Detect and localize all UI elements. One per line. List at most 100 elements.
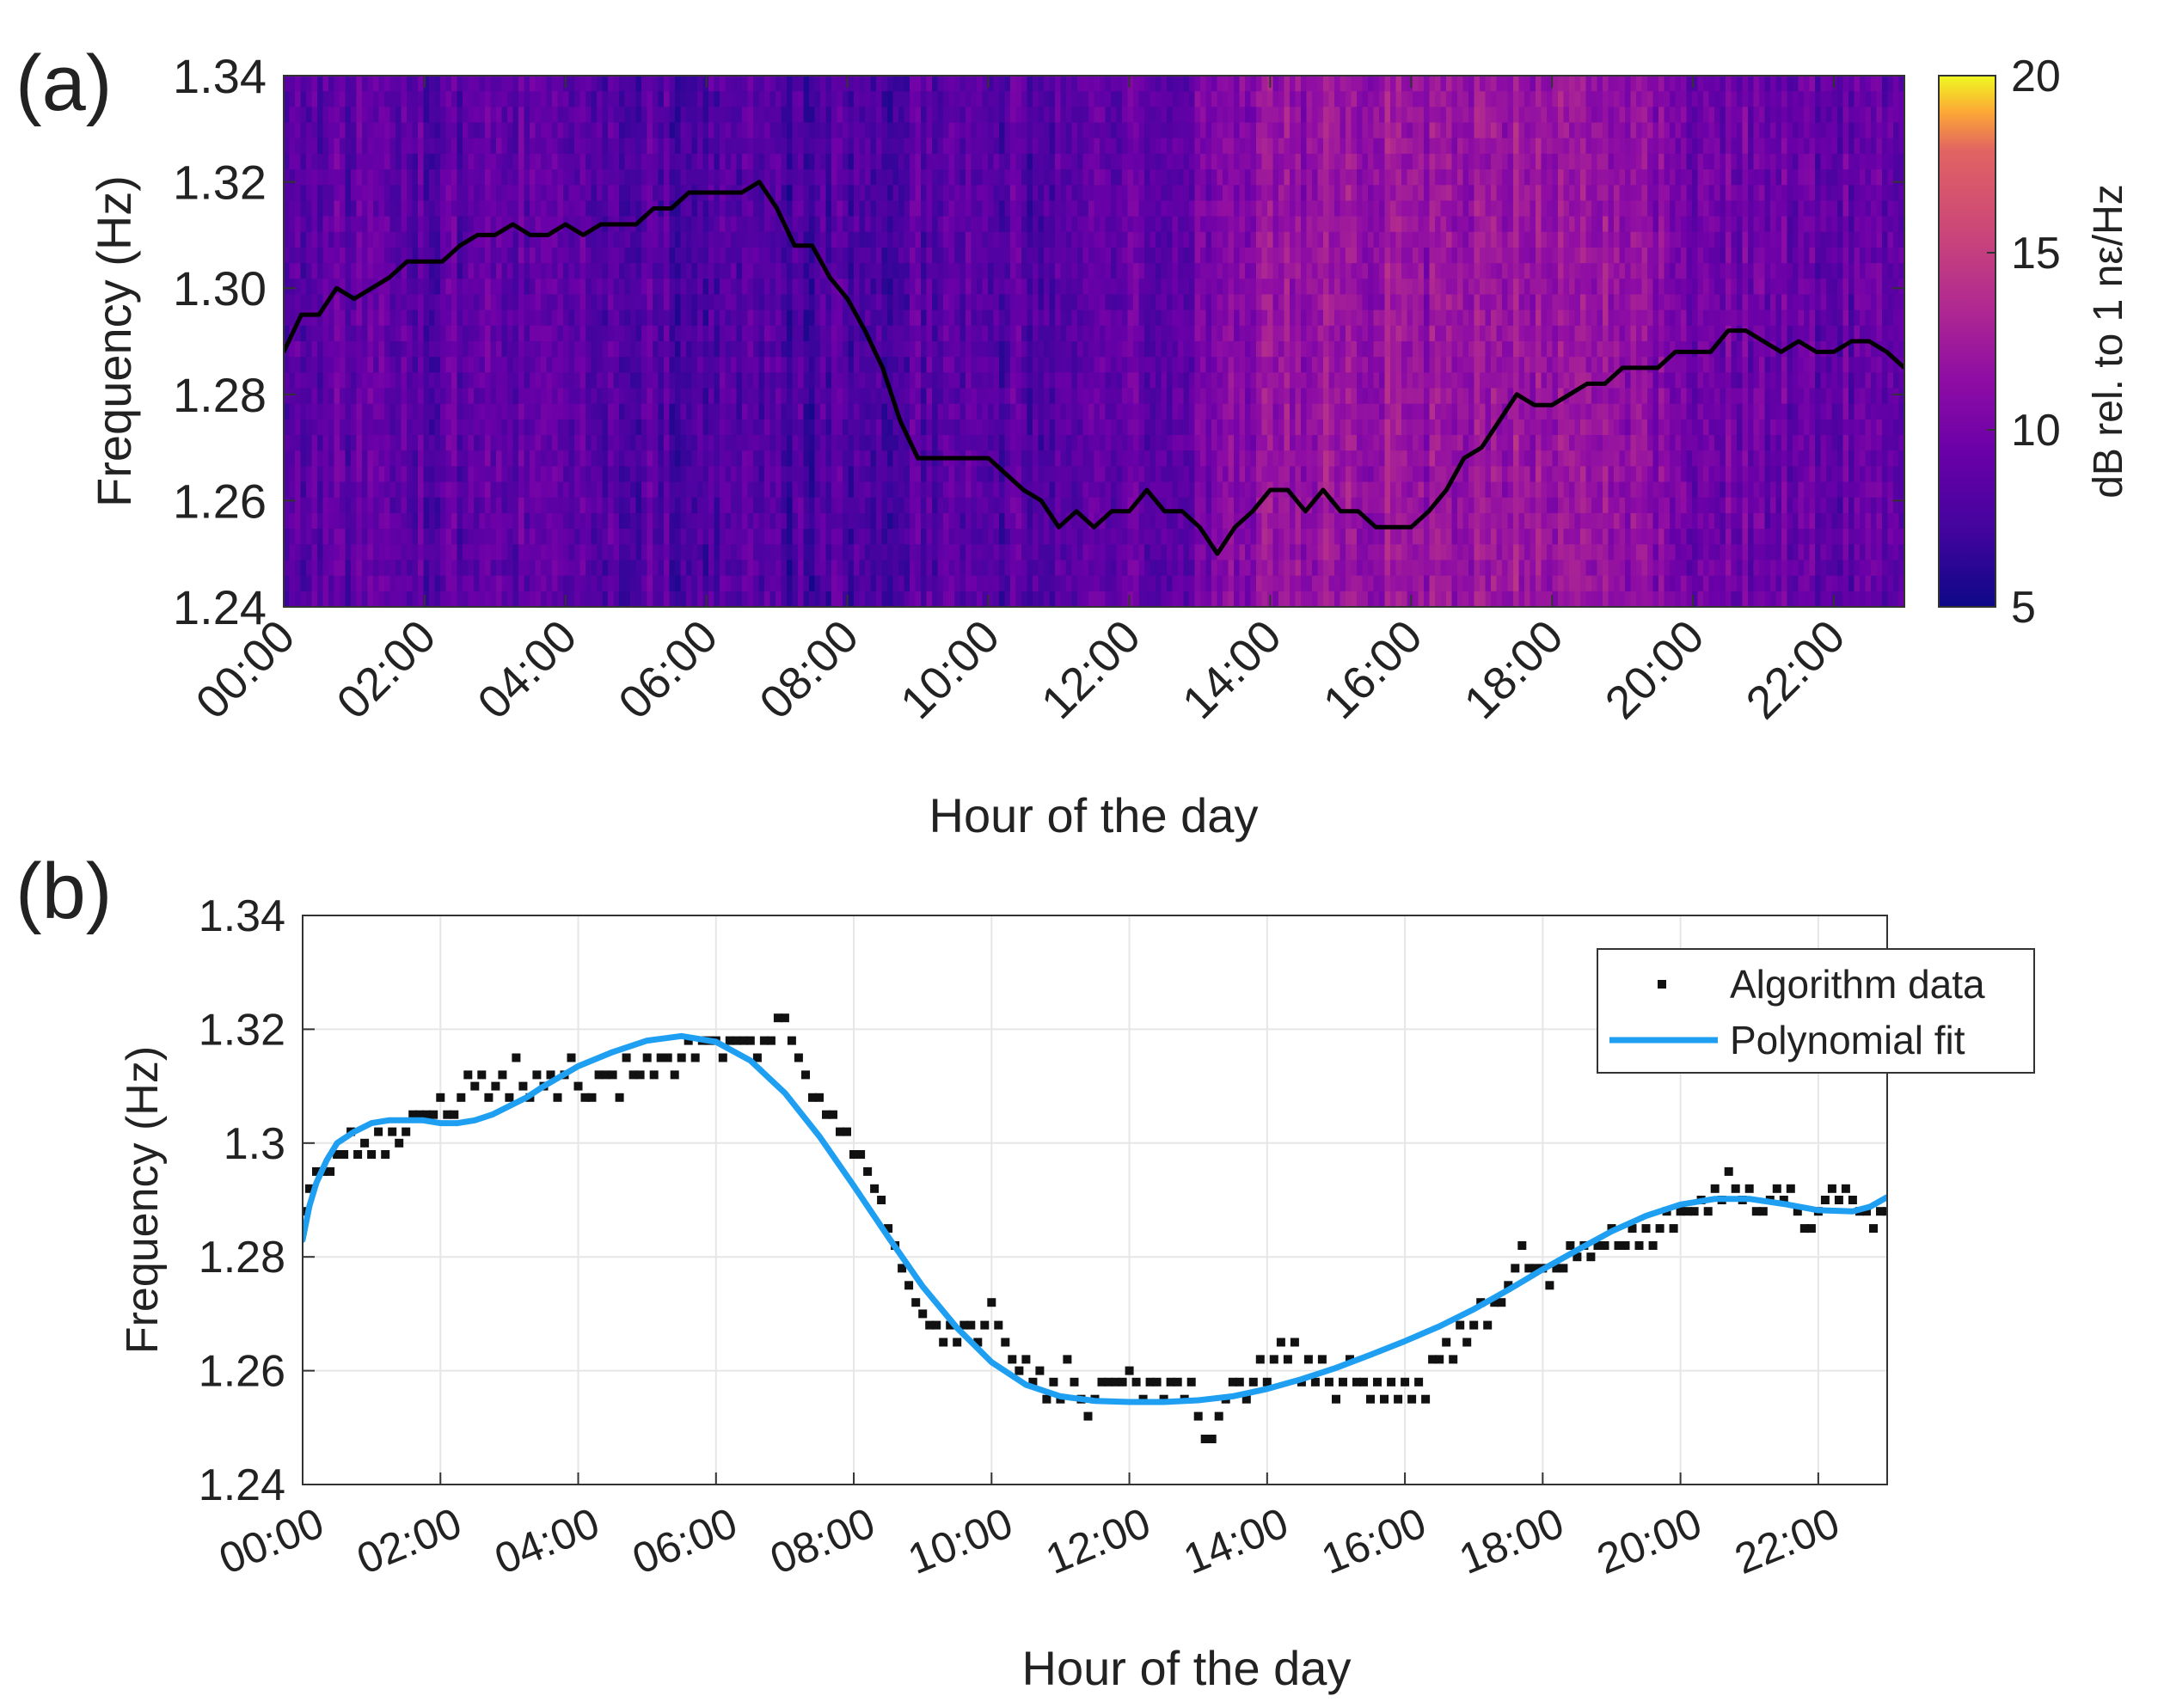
heatmap-cell (289, 153, 296, 170)
heatmap-cell (1010, 325, 1017, 342)
heatmap-cell (647, 403, 653, 420)
heatmap-cell (356, 481, 363, 499)
heatmap-cell (904, 388, 910, 405)
heatmap-cell (988, 544, 995, 561)
heatmap-cell (814, 200, 821, 217)
heatmap-cell (340, 575, 346, 592)
heatmap-cell (966, 185, 972, 202)
heatmap-cell (787, 560, 794, 577)
heatmap-cell (412, 309, 419, 327)
heatmap-cell (892, 122, 899, 139)
heatmap-cell (541, 185, 548, 202)
heatmap-cell (1044, 138, 1051, 155)
heatmap-cell (485, 341, 492, 358)
heatmap-cell (351, 544, 358, 561)
heatmap-cell (708, 279, 715, 296)
heatmap-cell (356, 372, 363, 389)
heatmap-cell (982, 435, 989, 452)
heatmap-cell (485, 231, 492, 248)
heatmap-cell (915, 138, 922, 155)
heatmap-cell (1049, 419, 1056, 436)
heatmap-cell (345, 76, 352, 92)
heatmap-cell (854, 512, 861, 530)
heatmap-cell (921, 309, 928, 327)
heatmap-cell (803, 325, 810, 342)
heatmap-cell (959, 279, 966, 296)
heatmap-cell (322, 231, 329, 248)
heatmap-cell (948, 153, 955, 170)
heatmap-cell (1088, 153, 1095, 170)
heatmap-cell (787, 138, 794, 155)
heatmap-cell (1010, 341, 1017, 358)
heatmap-cell (691, 341, 698, 358)
heatmap-cell (552, 91, 559, 108)
heatmap-cell (1066, 435, 1073, 452)
heatmap-cell (764, 560, 771, 577)
heatmap-cell (1094, 122, 1100, 139)
heatmap-cell (843, 388, 849, 405)
heatmap-cell (289, 279, 296, 296)
heatmap-cell (463, 153, 469, 170)
heatmap-cell (479, 591, 486, 607)
heatmap-cell (624, 466, 631, 483)
heatmap-cell (524, 481, 530, 499)
heatmap-cell (434, 107, 441, 124)
heatmap-cell (418, 481, 425, 499)
heatmap-cell (485, 200, 492, 217)
heatmap-cell (921, 76, 928, 92)
heatmap-cell (512, 435, 519, 452)
heatmap-cell (328, 512, 335, 530)
heatmap-cell (1004, 512, 1011, 530)
heatmap-cell (535, 309, 542, 327)
heatmap-cell (602, 544, 609, 561)
heatmap-cell (999, 153, 1006, 170)
heatmap-cell (485, 169, 492, 187)
heatmap-cell (982, 325, 989, 342)
heatmap-cell (412, 575, 419, 592)
heatmap-cell (658, 294, 665, 311)
heatmap-cell (1071, 388, 1078, 405)
heatmap-cell (1021, 372, 1028, 389)
heatmap-cell (731, 138, 738, 155)
heatmap-cell (910, 216, 917, 233)
heatmap-cell (904, 169, 910, 187)
heatmap-cell (831, 231, 838, 248)
heatmap-cell (295, 544, 302, 561)
heatmap-cell (295, 200, 302, 217)
heatmap-cell (669, 91, 676, 108)
heatmap-cell (714, 403, 720, 420)
heatmap-cell (731, 591, 738, 607)
heatmap-cell (787, 357, 794, 374)
heatmap-cell (798, 216, 805, 233)
heatmap-cell (518, 263, 525, 280)
heatmap-cell (736, 544, 743, 561)
heatmap-cell (340, 435, 346, 452)
heatmap-cell (736, 91, 743, 108)
heatmap-cell (367, 341, 374, 358)
heatmap-cell (865, 107, 872, 124)
heatmap-cell (887, 91, 894, 108)
heatmap-cell (367, 512, 374, 530)
heatmap-cell (362, 263, 369, 280)
heatmap-cell (747, 591, 754, 607)
heatmap-cell (825, 138, 832, 155)
heatmap-cell (825, 466, 832, 483)
heatmap-cell (881, 450, 888, 468)
heatmap-cell (776, 575, 782, 592)
heatmap-cell (490, 450, 497, 468)
heatmap-cell (702, 216, 709, 233)
heatmap-cell (479, 575, 486, 592)
heatmap-cell (758, 76, 765, 92)
heatmap-cell (457, 544, 463, 561)
heatmap-cell (1088, 388, 1095, 405)
heatmap-cell (988, 357, 995, 374)
heatmap-cell (669, 185, 676, 202)
heatmap-cell (865, 200, 872, 217)
heatmap-cell (731, 153, 738, 170)
heatmap-cell (848, 372, 855, 389)
heatmap-cell (602, 325, 609, 342)
heatmap-cell (675, 231, 682, 248)
heatmap-cell (624, 107, 631, 124)
heatmap-cell (440, 372, 447, 389)
heatmap-cell (758, 435, 765, 452)
